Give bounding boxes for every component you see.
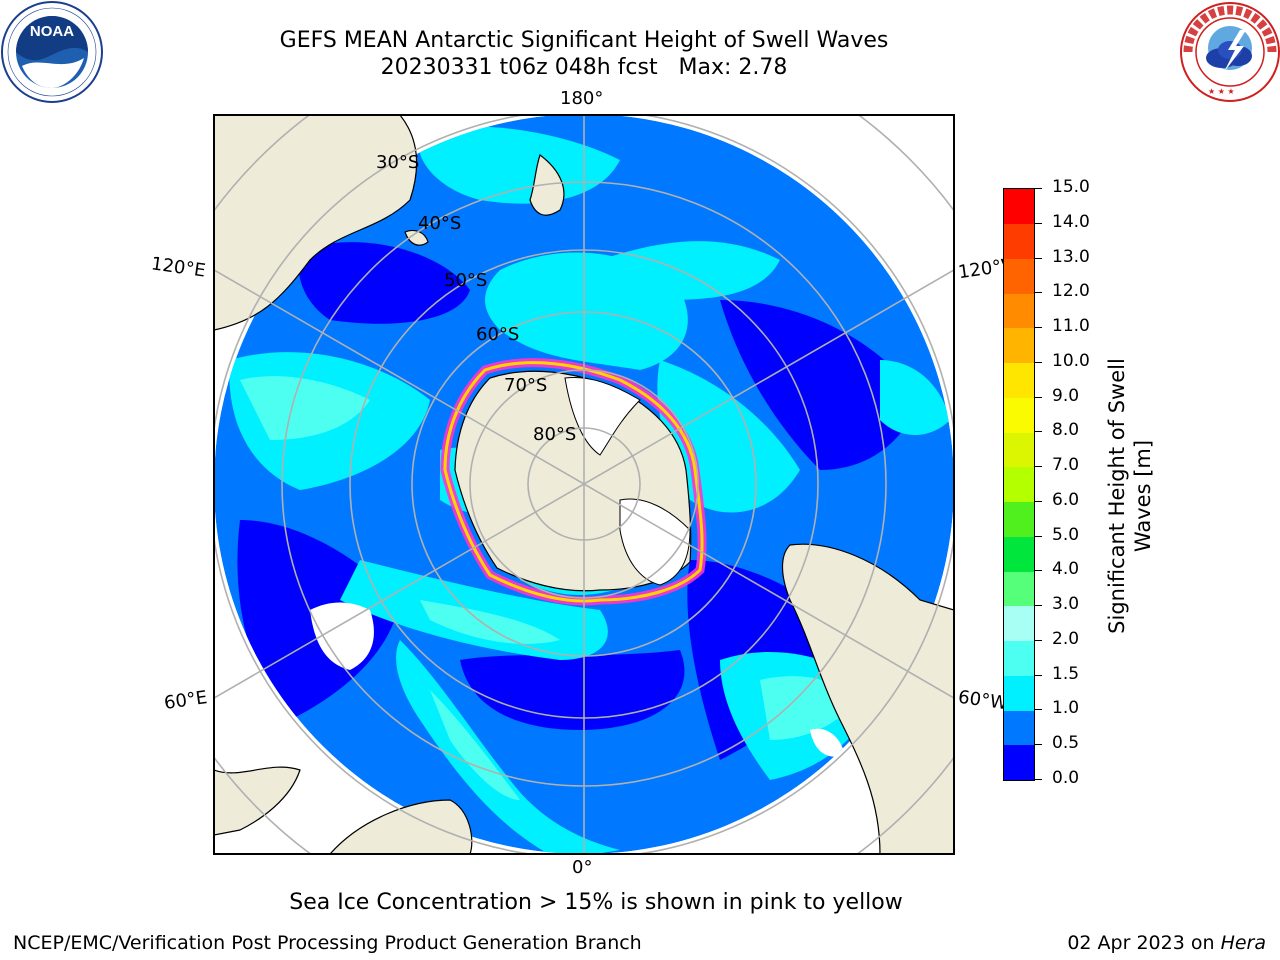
colorbar-tick-label: 15.0 bbox=[1052, 177, 1090, 197]
colorbar-tick-mark bbox=[1034, 222, 1042, 224]
colorbar-band-9.0-10.0 bbox=[1004, 363, 1034, 398]
colorbar-band-12.0-13.0 bbox=[1004, 258, 1034, 294]
colorbar-band-11.0-12.0 bbox=[1004, 293, 1034, 329]
colorbar-tick-mark bbox=[1034, 292, 1042, 294]
lat-label-60s: 60°S bbox=[476, 324, 520, 345]
map-title: GEFS MEAN Antarctic Significant Height o… bbox=[279, 28, 889, 53]
svg-text:★ ★ ★: ★ ★ ★ bbox=[1208, 87, 1235, 96]
colorbar-tick-mark bbox=[1034, 570, 1042, 572]
colorbar-tick-mark bbox=[1034, 361, 1042, 363]
colorbar-band-7.0-8.0 bbox=[1004, 432, 1034, 468]
colorbar-band-0.0-0.5 bbox=[1004, 745, 1034, 780]
colorbar-tick-label: 1.5 bbox=[1052, 663, 1080, 684]
antarctica bbox=[440, 358, 707, 606]
nws-logo: ★ ★ ★ bbox=[1180, 2, 1280, 102]
colorbar-tick-mark bbox=[1034, 709, 1042, 711]
colorbar-tick-label: 14.0 bbox=[1052, 211, 1090, 232]
colorbar-tick-label: 2.0 bbox=[1052, 628, 1080, 649]
colorbar-band-0.5-1.0 bbox=[1004, 710, 1034, 746]
lat-label-80s: 80°S bbox=[533, 424, 577, 445]
colorbar-tick-label: 5.0 bbox=[1052, 524, 1080, 545]
colorbar-tick-label: 4.0 bbox=[1052, 559, 1080, 580]
lat-label-30s: 30°S bbox=[376, 152, 420, 173]
colorbar-tick-mark bbox=[1034, 188, 1042, 189]
lon-label-180: 180° bbox=[560, 88, 604, 109]
colorbar-tick-mark bbox=[1034, 674, 1042, 676]
colorbar-band-2.0-3.0 bbox=[1004, 606, 1034, 641]
colorbar-band-1.0-1.5 bbox=[1004, 675, 1034, 711]
footer-credit: NCEP/EMC/Verification Post Processing Pr… bbox=[13, 932, 642, 954]
colorbar-tick-label: 8.0 bbox=[1052, 420, 1080, 441]
colorbar-tick-label: 11.0 bbox=[1052, 316, 1090, 337]
colorbar bbox=[1003, 188, 1035, 781]
colorbar-tick-label: 13.0 bbox=[1052, 246, 1090, 267]
lat-label-50s: 50°S bbox=[444, 270, 488, 291]
colorbar-label: Significant Height of Swell Waves [m] bbox=[1104, 316, 1156, 676]
colorbar-tick-label: 7.0 bbox=[1052, 455, 1080, 476]
map-frame bbox=[213, 114, 955, 855]
noaa-logo-text: NOAA bbox=[30, 23, 74, 40]
colorbar-tick-label: 6.0 bbox=[1052, 489, 1080, 510]
colorbar-tick-label: 10.0 bbox=[1052, 350, 1090, 371]
colorbar-tick-label: 9.0 bbox=[1052, 385, 1080, 406]
colorbar-band-4.0-5.0 bbox=[1004, 536, 1034, 572]
colorbar-tick-mark bbox=[1034, 396, 1042, 398]
colorbar-band-8.0-9.0 bbox=[1004, 397, 1034, 433]
colorbar-tick-label: 3.0 bbox=[1052, 594, 1080, 615]
colorbar-tick-mark bbox=[1034, 605, 1042, 607]
footer-date: 02 Apr 2023 on Hera bbox=[1067, 932, 1266, 954]
colorbar-tick-mark bbox=[1034, 466, 1042, 468]
colorbar-band-10.0-11.0 bbox=[1004, 328, 1034, 363]
south-america-landmass bbox=[781, 543, 954, 854]
new-zealand-landmass bbox=[529, 154, 565, 216]
colorbar-band-13.0-14.0 bbox=[1004, 224, 1034, 259]
colorbar-tick-mark bbox=[1034, 535, 1042, 537]
lon-label-0: 0° bbox=[572, 857, 593, 878]
colorbar-band-1.5-2.0 bbox=[1004, 641, 1034, 676]
sea-ice-annotation: Sea Ice Concentration > 15% is shown in … bbox=[289, 890, 903, 915]
footer-date-text: 02 Apr 2023 on bbox=[1067, 932, 1221, 954]
colorbar-tick-mark bbox=[1034, 327, 1042, 329]
colorbar-tick-mark bbox=[1034, 744, 1042, 746]
colorbar-tick-mark bbox=[1034, 431, 1042, 433]
colorbar-tick-mark bbox=[1034, 500, 1042, 502]
colorbar-tick-mark bbox=[1034, 779, 1042, 780]
colorbar-tick-label: 0.0 bbox=[1052, 768, 1080, 788]
colorbar-tick-label: 1.0 bbox=[1052, 698, 1080, 719]
colorbar-band-6.0-7.0 bbox=[1004, 467, 1034, 502]
colorbar-tick-mark bbox=[1034, 257, 1042, 259]
colorbar-tick-mark bbox=[1034, 639, 1042, 641]
graticule bbox=[214, 115, 954, 854]
colorbar-label-line1: Significant Height of Swell bbox=[1105, 358, 1129, 634]
colorbar-tick-label: 12.0 bbox=[1052, 281, 1090, 302]
colorbar-tick-label: 0.5 bbox=[1052, 733, 1080, 754]
footer-host: Hera bbox=[1220, 932, 1266, 954]
colorbar-band-3.0-4.0 bbox=[1004, 571, 1034, 607]
colorbar-label-line2: Waves [m] bbox=[1131, 439, 1155, 553]
lat-label-70s: 70°S bbox=[504, 375, 548, 396]
map-subtitle: 20230331 t06z 048h fcst Max: 2.78 bbox=[380, 55, 788, 80]
colorbar-band-14.0-15.0 bbox=[1004, 189, 1034, 224]
lat-label-40s: 40°S bbox=[418, 213, 462, 234]
colorbar-band-5.0-6.0 bbox=[1004, 502, 1034, 537]
noaa-logo: NOAA bbox=[1, 1, 103, 103]
australia-landmass bbox=[214, 115, 418, 331]
